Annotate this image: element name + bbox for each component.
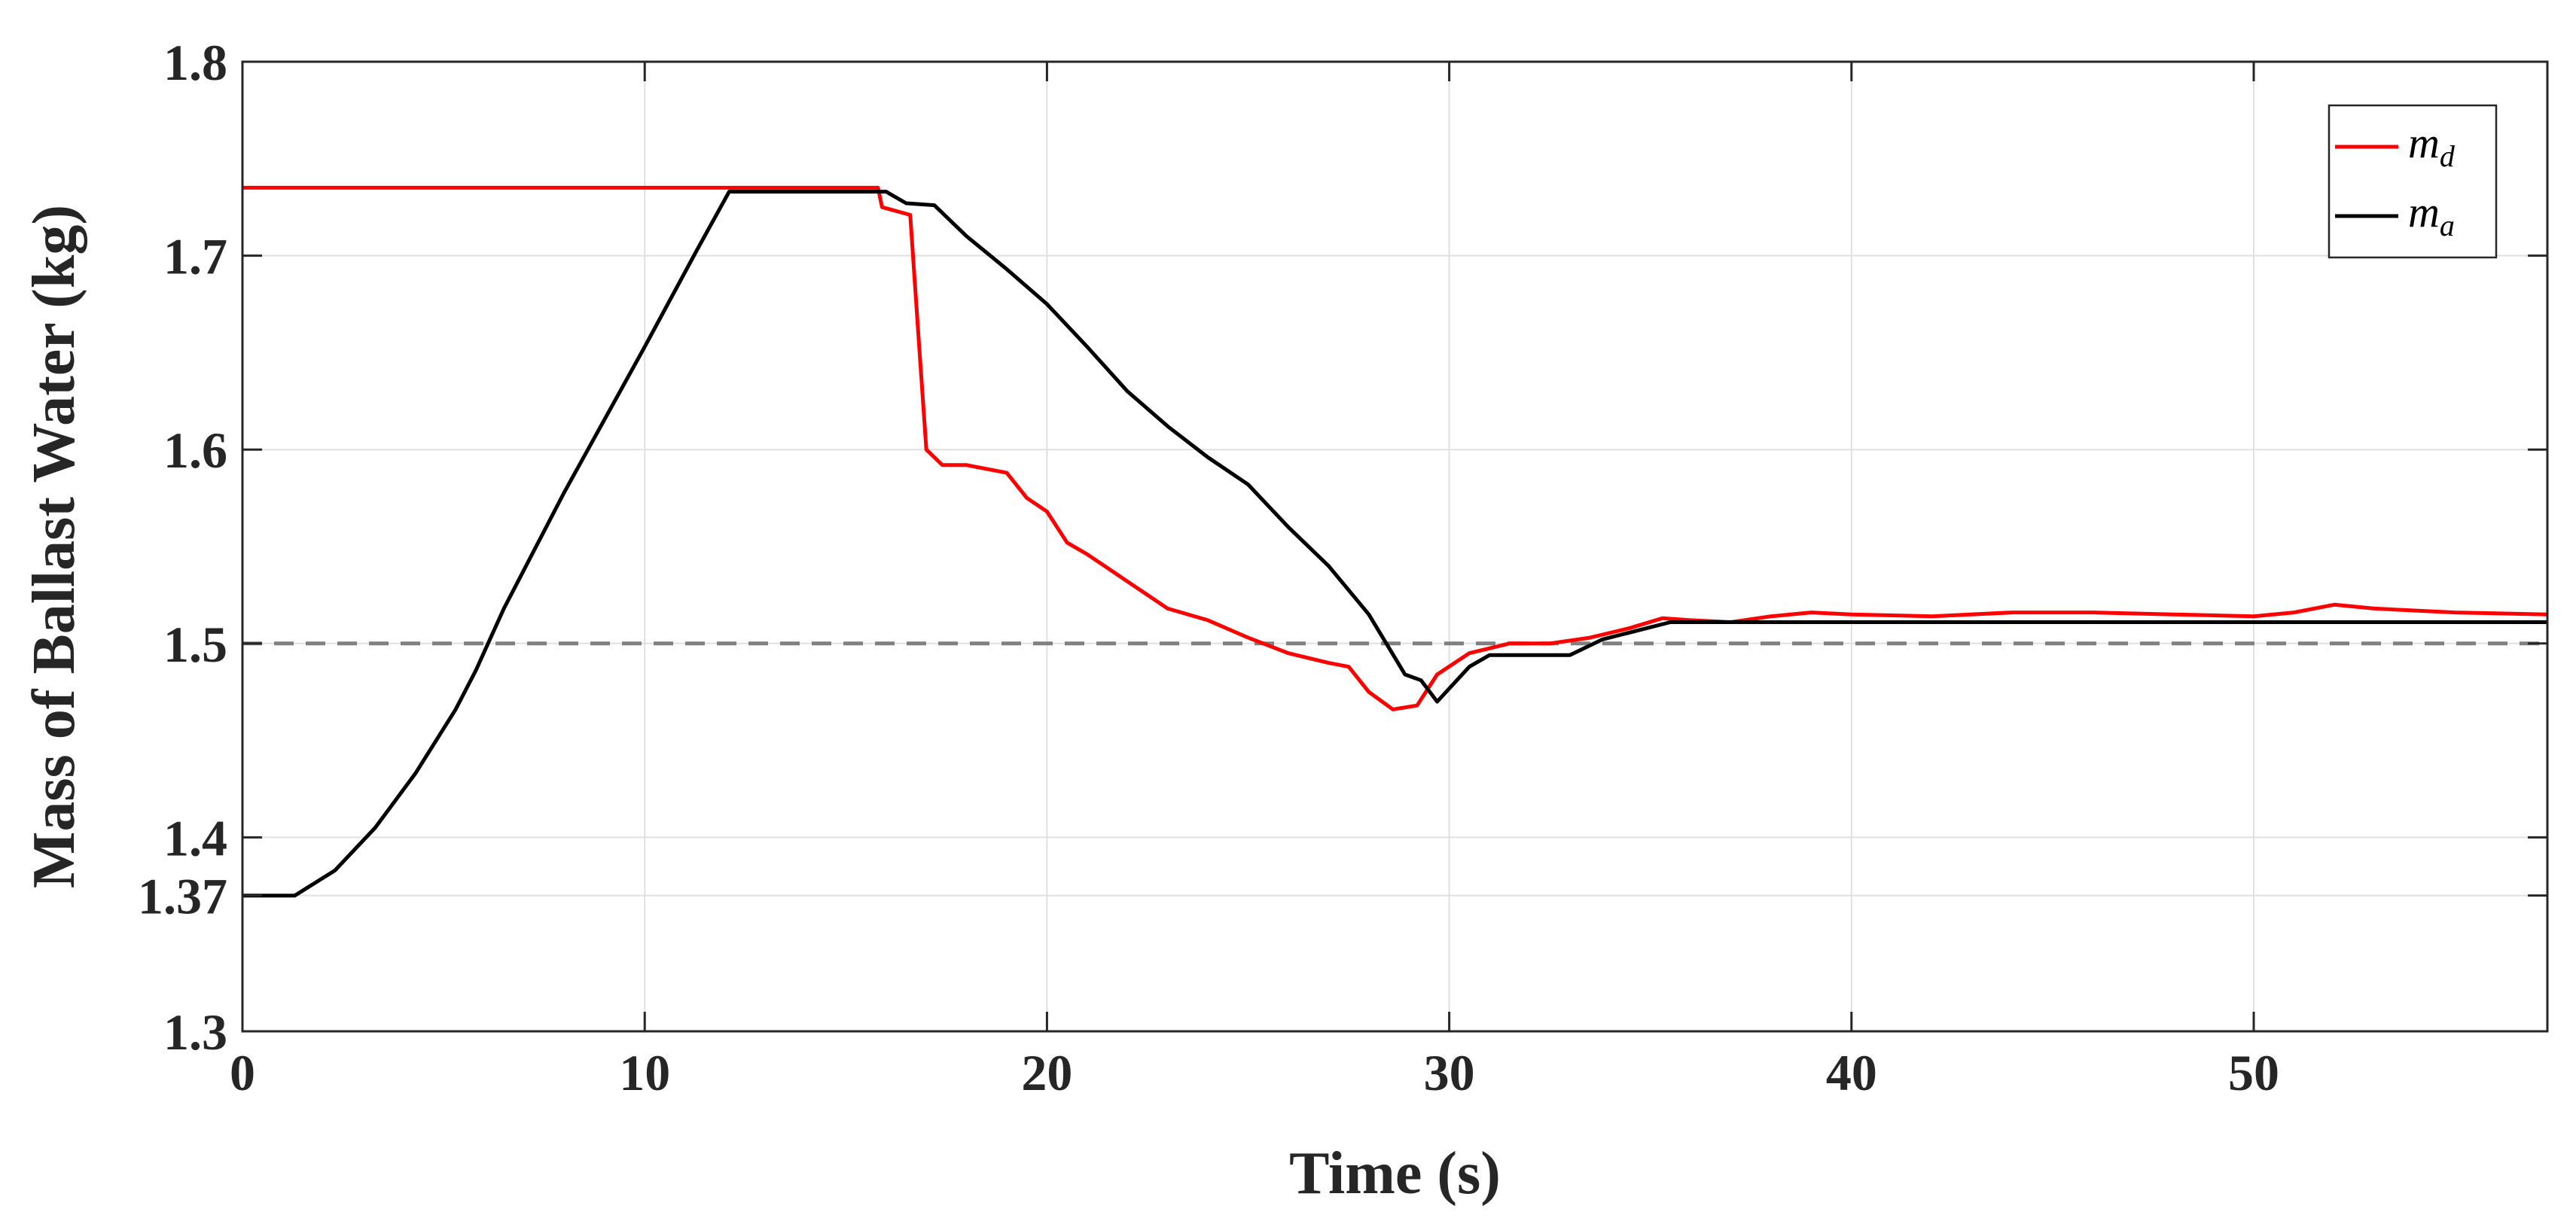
series-lines: [242, 185, 2548, 898]
y-tick-label: 1.7: [163, 228, 227, 285]
y-tick-label: 1.5: [163, 616, 227, 673]
legend-md-sub: d: [2440, 139, 2456, 173]
series-line-ma: [242, 190, 2547, 898]
y-axis-label: Mass of Ballast Water (kg): [21, 205, 87, 888]
x-tick-label: 40: [1826, 1044, 1877, 1101]
y-tick-label: 1.3: [163, 1003, 227, 1061]
legend-box: [2328, 104, 2498, 259]
x-tick-label: 30: [1424, 1044, 1475, 1101]
series-line-md: [242, 185, 2548, 711]
y-tick-label: 1.6: [163, 422, 227, 479]
legend-md-main: m: [2408, 118, 2440, 167]
legend-label-md: md: [2408, 118, 2456, 173]
legend-ma-sub: a: [2440, 209, 2455, 242]
axes-frame: [241, 60, 2549, 1033]
x-axis-label: Time (s): [1289, 1140, 1501, 1207]
legend-ma-main: m: [2408, 187, 2440, 236]
y-tick-label: 1.4: [163, 809, 227, 866]
legend: md ma: [2328, 104, 2498, 259]
tick-labels: 0 10 20 30 40 50 1.3 1.371.4 1.5 1.6 1.7 1.8: [138, 34, 2279, 1101]
x-tick-label: 20: [1021, 1044, 1072, 1101]
x-tick-label: 0: [230, 1044, 255, 1101]
y-tick-label: 1.8: [163, 34, 227, 91]
x-tick-label: 10: [619, 1044, 670, 1101]
y-tick-label: 1.37: [138, 868, 227, 925]
x-tick-label: 50: [2228, 1044, 2279, 1101]
legend-label-ma: ma: [2408, 187, 2455, 242]
